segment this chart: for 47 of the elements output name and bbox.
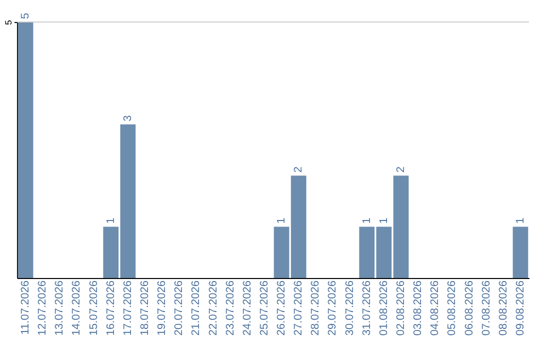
data-label: 2 [395,166,407,173]
data-label: 1 [276,218,288,224]
x-tick-label: 30.07.2026 [344,280,356,336]
x-tick-label: 13.07.2026 [54,280,66,336]
x-tick-label: 18.07.2026 [139,280,151,336]
x-tick-label: 08.08.2026 [497,280,510,336]
data-label: 1 [378,218,390,224]
x-tick-label: 25.07.2026 [258,280,270,336]
data-label: 5 [20,12,32,19]
data-label: 1 [360,218,373,224]
data-label: 3 [122,115,134,122]
bar [393,176,409,278]
x-tick-label: 15.07.2026 [88,280,100,336]
x-tick-label: 29.07.2026 [326,280,339,336]
x-tick-label: 22.07.2026 [207,280,220,336]
x-tick-label: 12.07.2026 [36,280,49,336]
x-tick-label: 05.08.2026 [446,280,458,336]
x-tick-label: 14.07.2026 [70,280,83,336]
x-tick-label: 27.07.2026 [292,280,305,336]
x-tick-label: 04.08.2026 [429,280,442,336]
x-tick-label: 20.07.2026 [173,280,186,336]
x-tick-label: 09.08.2026 [514,280,526,336]
x-tick-label: 24.07.2026 [241,280,254,336]
x-tick-label: 17.07.2026 [122,280,134,336]
bar [376,226,392,278]
x-tick-label: 03.08.2026 [412,280,424,336]
x-tick-label: 16.07.2026 [104,280,117,336]
x-tick-label: 01.08.2026 [378,280,390,336]
data-label: 1 [514,218,526,224]
bar [359,226,375,278]
x-tick-label: 06.08.2026 [463,280,476,336]
x-tick-label: 19.07.2026 [156,280,168,336]
bar [512,226,528,278]
data-label: 2 [292,166,305,173]
bar [120,124,136,278]
data-label: 1 [104,218,117,224]
x-tick-label: 26.07.2026 [276,280,288,336]
x-tick-label: 31.07.2026 [360,280,373,336]
x-tick-label: 11.07.2026 [20,280,32,335]
x-tick-label: 23.07.2026 [224,280,236,336]
x-tick-label: 28.07.2026 [310,280,322,336]
x-tick-label: 21.07.2026 [190,280,202,336]
bar [274,226,290,278]
bar [290,176,306,278]
x-tick-label: 07.08.2026 [480,280,492,336]
bar [103,226,119,278]
x-tick-label: 02.08.2026 [395,280,407,336]
